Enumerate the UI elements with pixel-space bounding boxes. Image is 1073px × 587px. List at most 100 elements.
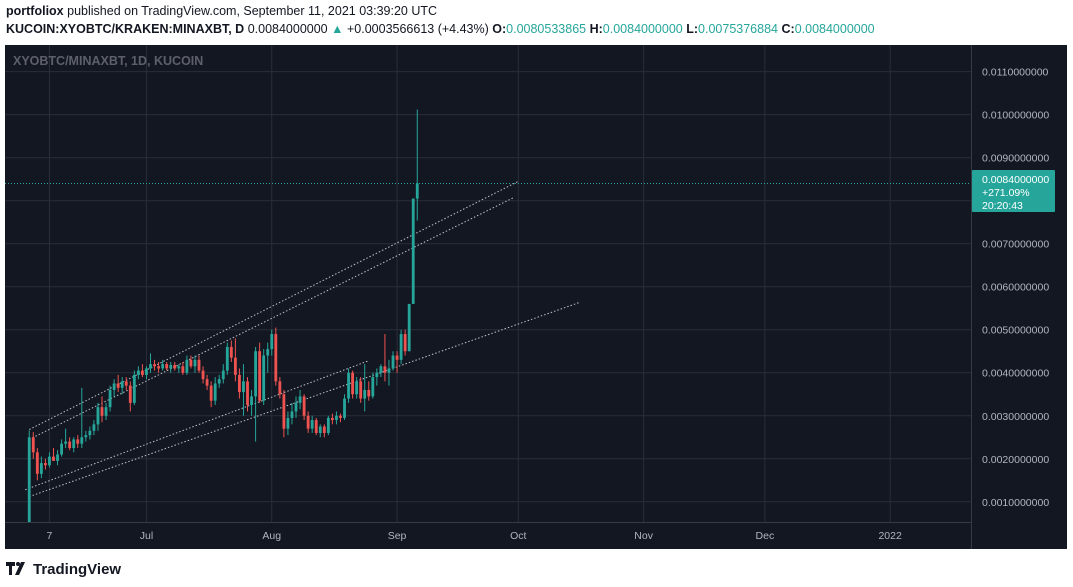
candle-body	[302, 396, 306, 416]
candle	[415, 109, 419, 221]
candle	[84, 430, 88, 442]
candle-body	[149, 364, 152, 369]
candle-body	[44, 463, 47, 466]
candle-body	[339, 415, 342, 418]
candle	[128, 381, 132, 412]
candle-body	[415, 183, 419, 199]
candle-body	[233, 357, 237, 375]
candle-body	[153, 364, 156, 367]
candle-body	[278, 381, 282, 395]
candle	[112, 379, 116, 397]
published-text: published on TradingView.com, September …	[67, 4, 438, 18]
candle	[177, 364, 181, 373]
candle	[31, 432, 35, 459]
candle	[96, 402, 100, 431]
candle	[250, 389, 253, 416]
candle	[56, 450, 59, 466]
candle-body	[31, 437, 35, 453]
candle	[383, 334, 387, 382]
candle-body	[371, 377, 375, 397]
candle-body	[128, 385, 132, 403]
time-tick-label: Oct	[510, 530, 526, 542]
close-value: 0.0084000000	[794, 22, 875, 36]
candle-body	[136, 370, 140, 375]
candle-body	[169, 365, 173, 369]
candle	[193, 355, 197, 373]
candle-body	[84, 435, 88, 438]
candle	[27, 430, 31, 522]
candle	[339, 413, 342, 423]
candle	[35, 448, 39, 481]
symbol-label: KUCOIN:XYOBTC/KRAKEN:MINAXBT, D	[6, 22, 245, 36]
candle-body	[112, 383, 116, 390]
footer: TradingView	[6, 558, 121, 580]
price-tick-label: 0.0010000000	[982, 497, 1049, 509]
candle	[318, 424, 322, 438]
candle	[407, 303, 411, 352]
time-tick-label: 7	[47, 530, 53, 542]
candle	[225, 342, 229, 375]
candle-body	[229, 346, 233, 358]
candle	[326, 415, 330, 436]
tradingview-brand[interactable]: TradingView	[33, 560, 122, 578]
price-tick-label: 0.0020000000	[982, 454, 1049, 466]
price-label-background	[972, 170, 1055, 212]
candlestick-series	[27, 109, 419, 522]
candle	[161, 359, 165, 371]
time-axis[interactable]: 7 Jul Aug Sep Oct Nov Dec 2022	[47, 530, 902, 542]
price-tick-label: 0.0050000000	[982, 325, 1049, 337]
candle	[141, 364, 144, 378]
candle	[116, 374, 120, 393]
publisher-name[interactable]: portfoliox	[6, 4, 64, 18]
candle-body	[375, 372, 379, 378]
candle-body	[246, 381, 249, 406]
candle-body	[108, 389, 112, 408]
candle	[165, 361, 169, 371]
candle	[254, 346, 258, 442]
candle-body	[330, 417, 334, 421]
candle-body	[39, 463, 43, 474]
time-tick-label: Nov	[634, 530, 653, 542]
candle	[64, 428, 68, 449]
candle-body	[185, 359, 189, 373]
low-value: 0.0075376884	[698, 22, 778, 36]
chart-canvas[interactable]: XYOBTC/MINAXBT, 1D, KUCOIN 0.0010000000 0…	[5, 45, 1067, 549]
candle-body	[274, 334, 278, 382]
candle	[266, 342, 270, 373]
candle-body	[298, 396, 302, 403]
candle-body	[258, 351, 262, 401]
candle-body	[379, 366, 383, 373]
tradingview-logo-icon[interactable]	[6, 562, 28, 576]
candle	[371, 372, 375, 399]
arrow-up-icon: ▲	[331, 22, 344, 36]
grid-lines	[5, 45, 971, 522]
candle	[310, 415, 314, 433]
candle	[379, 364, 383, 378]
candle	[274, 327, 278, 386]
candle	[221, 364, 225, 384]
candle-body	[116, 383, 120, 388]
candle-body	[221, 370, 225, 380]
candle-body	[294, 402, 298, 412]
candle	[60, 439, 64, 457]
candle	[290, 402, 294, 425]
candle-body	[35, 452, 39, 474]
candle-body	[56, 454, 59, 461]
low-label: L:	[686, 22, 699, 36]
candle	[153, 359, 156, 371]
candle	[391, 351, 395, 371]
candle	[44, 458, 47, 470]
candle-body	[395, 355, 399, 360]
candle-body	[322, 426, 326, 433]
candle	[229, 340, 233, 362]
candle	[48, 452, 51, 468]
high-label: H:	[589, 22, 603, 36]
candle	[306, 411, 310, 433]
candle-body	[124, 381, 128, 386]
chart-header: portfoliox published on TradingView.com,…	[6, 4, 1066, 40]
trendline-upper-channel-outer	[29, 180, 519, 430]
candle-body	[201, 370, 205, 380]
candle	[399, 329, 403, 365]
time-tick-label: Jul	[140, 530, 153, 542]
candle-body	[209, 385, 213, 401]
